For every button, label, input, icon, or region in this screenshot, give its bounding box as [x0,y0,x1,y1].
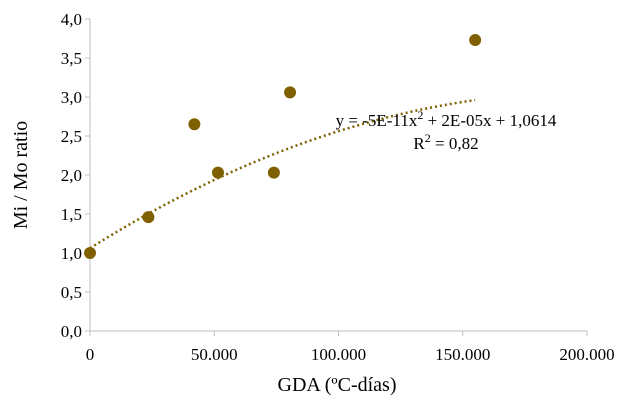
x-tick-label: 0 [86,345,95,364]
y-tick-label: 3,0 [61,88,82,107]
trendline [89,98,476,250]
y-tick-label: 2,0 [61,166,82,185]
data-point [469,34,482,47]
x-axis-title: GDA (ºC-días) [278,374,397,396]
r-squared-label: R2 = 0,82 [413,131,478,153]
data-point [211,166,224,179]
data-points [84,34,482,259]
data-point [84,247,96,259]
y-tick-label: 3,5 [61,49,82,68]
data-point [188,118,201,131]
x-tick-label: 50.000 [191,345,238,364]
y-axis-ticks: 0,0 0,5 1,0 1,5 2,0 2,5 3,0 3,5 4,0 [61,10,90,341]
y-tick-label: 2,5 [61,127,82,146]
y-tick-label: 1,5 [61,205,82,224]
x-tick-label: 100.000 [311,345,366,364]
y-tick-label: 0,0 [61,322,82,341]
y-tick-label: 0,5 [61,283,82,302]
x-tick-label: 150.000 [435,345,490,364]
data-point [284,86,297,99]
x-tick-label: 200.000 [559,345,614,364]
y-tick-label: 4,0 [61,10,82,29]
data-point [142,211,155,224]
data-point [267,166,280,179]
y-axis-title: Mi / Mo ratio [10,121,32,229]
y-tick-label: 1,0 [61,244,82,263]
x-axis-ticks: 0 50.000 100.000 150.000 200.000 [86,331,615,364]
trendline-equation: y = -5E-11x2 + 2E-05x + 1,0614 [336,108,557,130]
